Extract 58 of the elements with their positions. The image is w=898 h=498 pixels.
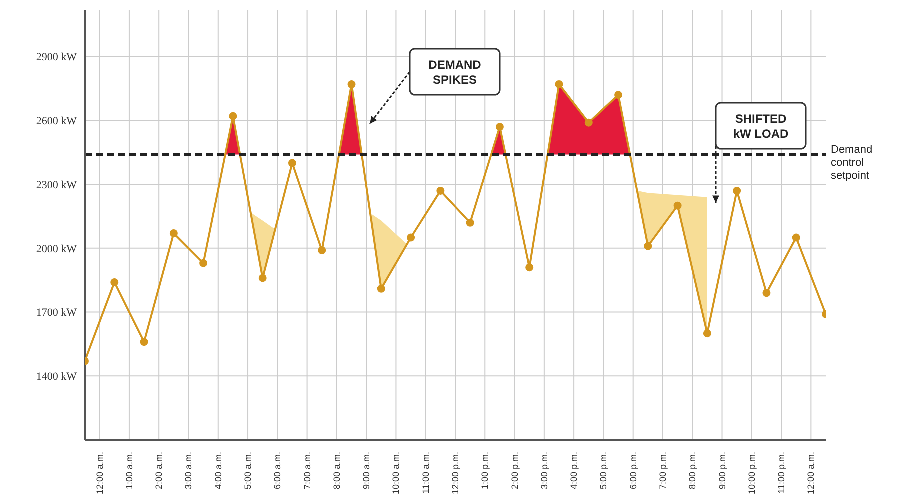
point	[170, 230, 178, 238]
x-tick-label: 2:00 a.m.	[154, 452, 164, 490]
x-tick-label: 12:00 a.m.	[94, 452, 105, 495]
y-tick-label: 2000 kW	[36, 243, 78, 256]
y-tick-label: 1400 kW	[36, 371, 78, 384]
point	[584, 118, 593, 127]
point	[110, 278, 119, 286]
x-tick-label: 3:00 p.m.	[539, 452, 550, 490]
point	[377, 284, 386, 293]
point	[614, 91, 623, 100]
x-tick-label: 8:00 p.m.	[688, 452, 698, 490]
point	[288, 159, 296, 168]
x-tick-label: 9:00 p.m.	[717, 452, 728, 490]
x-tick-label: 11:00 p.m.	[776, 452, 787, 494]
point	[674, 202, 682, 210]
point	[407, 234, 416, 242]
point	[318, 246, 326, 255]
point	[348, 80, 356, 89]
point	[229, 112, 238, 120]
ref-line-label: Demand control setpoint	[831, 144, 873, 182]
point	[644, 242, 652, 250]
x-tick-label: 10:00 p.m.	[746, 452, 757, 495]
x-tick-label: 1:00 a.m.	[124, 452, 134, 490]
y-tick-label: 2900 kW	[36, 52, 78, 64]
x-tick-label: 4:00 p.m.	[569, 452, 580, 490]
y-tick-label: 2600 kW	[36, 116, 78, 128]
point	[496, 123, 504, 132]
point	[140, 338, 148, 346]
annotation: DEMAND SPIKES	[428, 58, 482, 87]
x-tick-label: 10:00 a.m.	[391, 452, 402, 495]
point	[526, 264, 534, 272]
x-tick-label: 3:00 a.m.	[184, 452, 194, 490]
x-tick-label: 7:00 a.m.	[302, 452, 312, 490]
x-tick-label: 12:00 p.m.	[450, 452, 460, 495]
point	[733, 186, 742, 195]
x-tick-label: 5:00 a.m.	[243, 452, 254, 490]
point	[466, 218, 474, 227]
x-tick-label: 2:00 p.m.	[510, 452, 520, 490]
x-tick-label: 1:00 p.m.	[480, 452, 490, 490]
x-tick-label: 8:00 a.m.	[332, 452, 342, 490]
point	[200, 259, 208, 268]
point	[258, 274, 267, 282]
point	[792, 234, 800, 242]
x-tick-label: 12:00 a.m.	[806, 452, 816, 495]
x-tick-label: 7:00 p.m.	[658, 452, 668, 490]
x-tick-label: 6:00 p.m.	[628, 452, 638, 490]
x-tick-label: 5:00 p.m.	[598, 452, 609, 490]
point	[555, 80, 564, 89]
x-tick-label: 4:00 a.m.	[213, 452, 224, 490]
point	[762, 289, 771, 298]
x-tick-label: 9:00 a.m.	[362, 452, 372, 490]
annotation: SHIFTED kW LOAD	[733, 112, 789, 141]
x-tick-label: 11:00 a.m.	[420, 452, 431, 494]
point	[703, 330, 712, 338]
y-tick-label: 1700 kW	[36, 307, 78, 320]
y-tick-label: 2300 kW	[36, 179, 78, 192]
point	[436, 186, 445, 195]
x-tick-label: 6:00 a.m.	[272, 452, 283, 490]
